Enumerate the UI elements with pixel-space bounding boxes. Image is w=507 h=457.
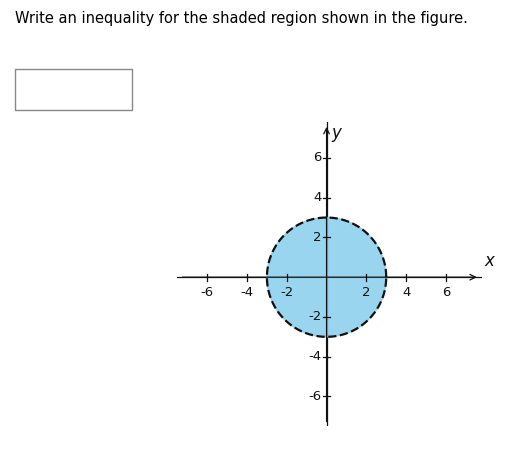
Polygon shape xyxy=(267,218,386,337)
Text: 4: 4 xyxy=(402,286,410,299)
Text: -2: -2 xyxy=(280,286,294,299)
Text: 6: 6 xyxy=(313,151,321,165)
Text: Write an inequality for the shaded region shown in the figure.: Write an inequality for the shaded regio… xyxy=(15,11,468,27)
Text: 4: 4 xyxy=(313,191,321,204)
Text: 2: 2 xyxy=(362,286,371,299)
Text: -6: -6 xyxy=(201,286,214,299)
Text: -6: -6 xyxy=(308,390,321,403)
Text: 6: 6 xyxy=(442,286,450,299)
Text: -2: -2 xyxy=(308,310,321,324)
Text: -4: -4 xyxy=(308,350,321,363)
Text: x: x xyxy=(485,252,494,270)
Text: -4: -4 xyxy=(240,286,254,299)
Text: y: y xyxy=(332,124,341,142)
Text: 2: 2 xyxy=(313,231,321,244)
